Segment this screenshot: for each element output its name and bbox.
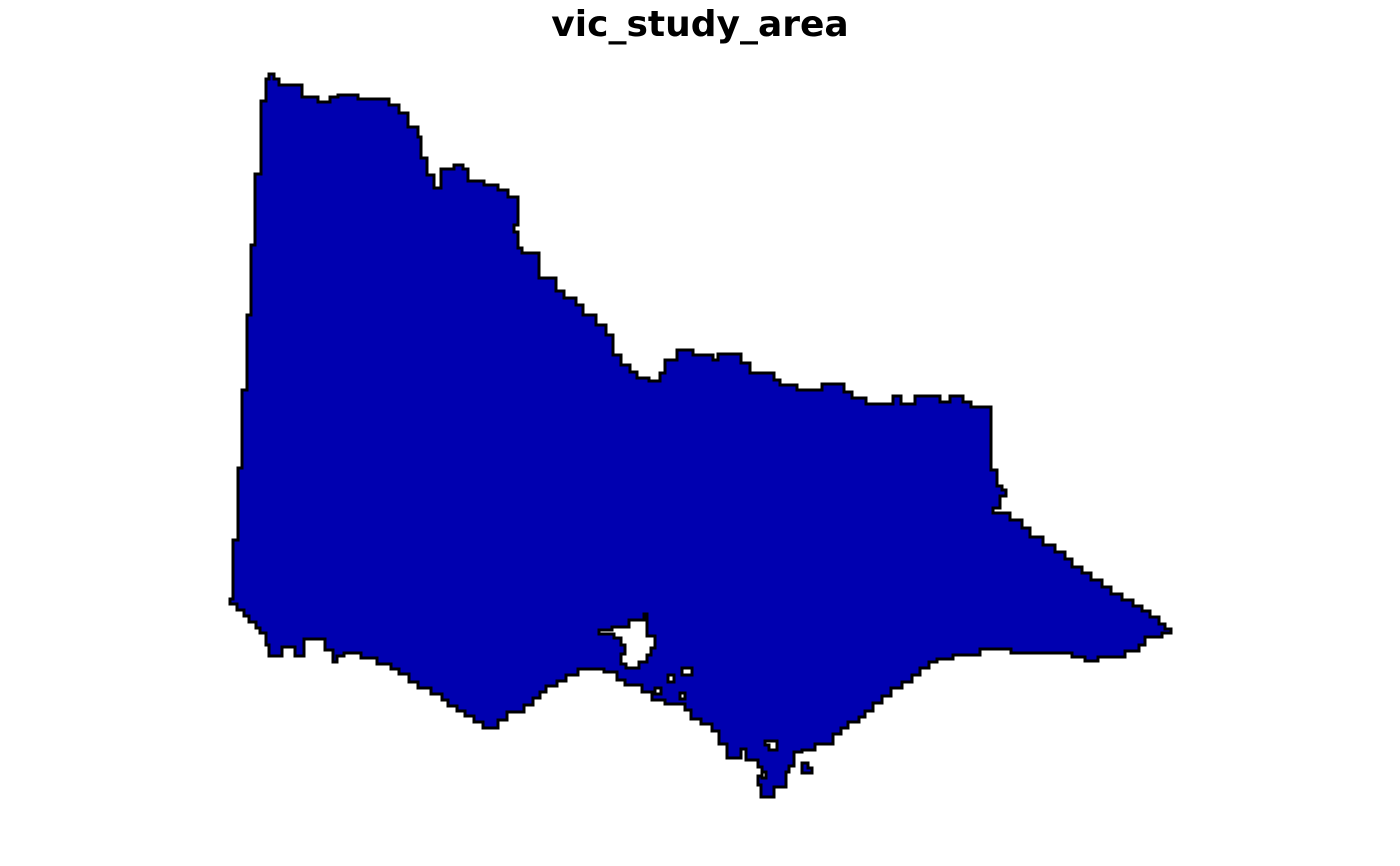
study-area-map — [228, 72, 1173, 799]
study-area-polygon — [228, 72, 1173, 799]
island-polygon — [800, 761, 814, 775]
plot-title: vic_study_area — [551, 4, 849, 45]
